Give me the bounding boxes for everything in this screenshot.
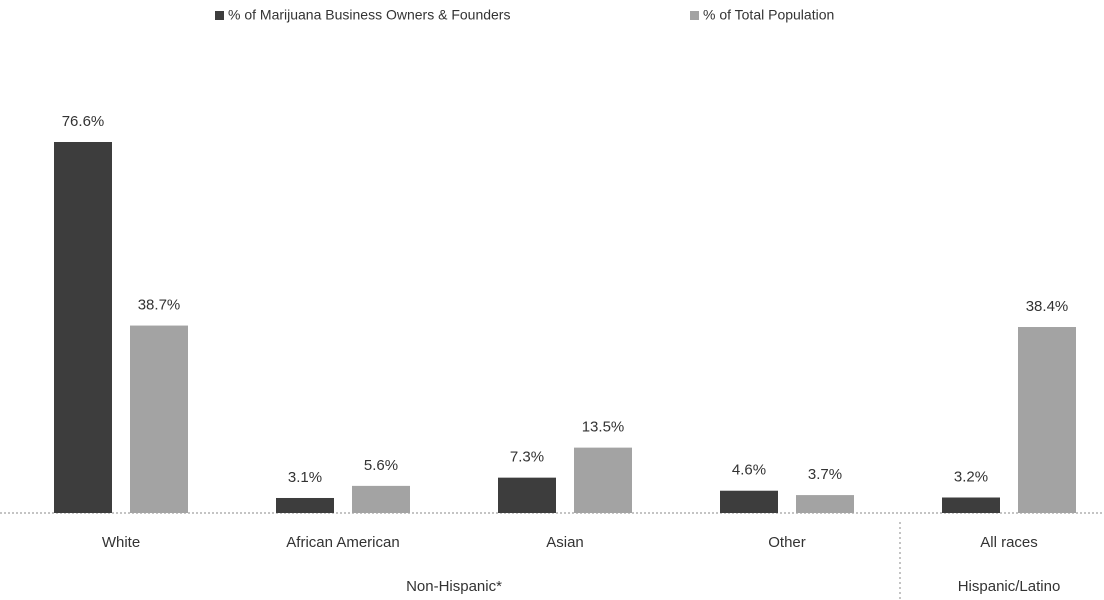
value-label: 3.1% — [288, 469, 322, 486]
bar — [574, 447, 632, 513]
group-label: Non-Hispanic* — [406, 578, 502, 595]
value-label: 76.6% — [62, 113, 105, 130]
bar — [276, 497, 334, 513]
value-label: 38.7% — [138, 297, 181, 314]
bar — [352, 485, 410, 513]
bar — [1018, 327, 1076, 513]
x-tick-label: African American — [286, 534, 399, 551]
legend-text: % of Total Population — [703, 7, 834, 23]
value-label: 4.6% — [732, 462, 766, 479]
legend-swatch — [690, 11, 699, 20]
value-label: 3.7% — [808, 466, 842, 483]
x-tick-label: Asian — [546, 534, 584, 551]
x-tick-label: Other — [768, 534, 806, 551]
value-label: 5.6% — [364, 457, 398, 474]
x-tick-label: White — [102, 534, 140, 551]
value-label: 7.3% — [510, 449, 544, 466]
group-label: Hispanic/Latino — [958, 578, 1061, 595]
bar — [720, 490, 778, 513]
legend-text: % of Marijuana Business Owners & Founder… — [228, 7, 510, 23]
value-label: 38.4% — [1026, 298, 1069, 315]
x-tick-label: All races — [980, 534, 1038, 551]
legend-swatch — [215, 11, 224, 20]
bar — [130, 325, 188, 513]
bar — [796, 495, 854, 513]
bar — [942, 497, 1000, 513]
value-label: 13.5% — [582, 419, 625, 436]
bar — [498, 477, 556, 513]
bar — [54, 142, 112, 513]
value-label: 3.2% — [954, 468, 988, 485]
